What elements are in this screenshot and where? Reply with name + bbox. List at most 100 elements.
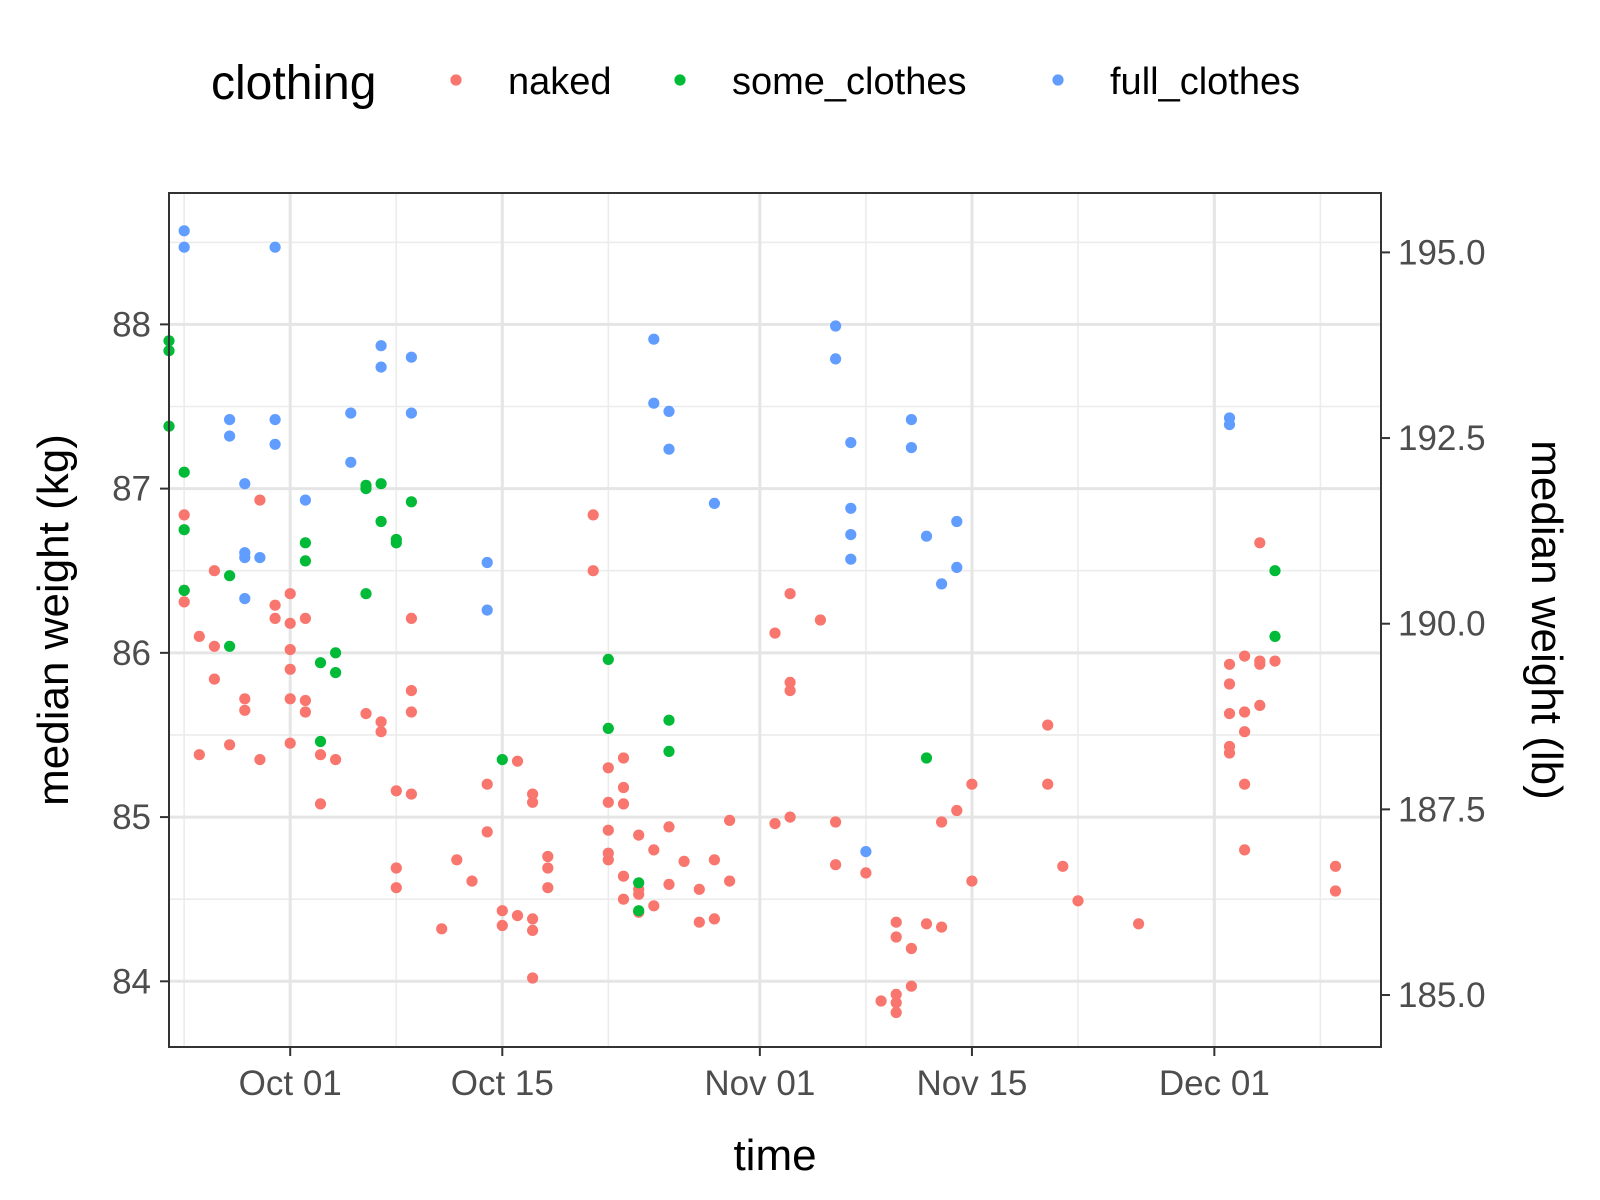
point-naked	[511, 910, 524, 922]
y-axis-left: 84 85 86 87 88	[112, 305, 169, 1001]
point-naked	[936, 921, 948, 933]
point-naked	[542, 850, 554, 863]
legend-item-full-clothes: full_clothes	[1052, 61, 1300, 103]
point-naked	[890, 1006, 902, 1019]
point-naked	[830, 859, 842, 871]
point-naked	[1133, 918, 1145, 930]
point-naked	[1223, 678, 1236, 690]
point-naked	[1239, 778, 1251, 790]
point-naked	[890, 931, 902, 943]
point-some-clothes	[920, 752, 933, 764]
point-naked	[708, 913, 721, 925]
point-full-clothes	[481, 604, 493, 616]
data-points	[163, 225, 1342, 1019]
point-full-clothes	[405, 407, 417, 419]
y-tick-label: 88	[112, 305, 151, 344]
point-full-clothes	[845, 437, 857, 449]
point-full-clothes	[178, 225, 190, 237]
point-some-clothes	[330, 667, 342, 679]
point-naked	[1254, 537, 1266, 549]
point-some-clothes	[224, 640, 236, 652]
point-naked	[1239, 844, 1251, 856]
point-naked	[527, 788, 539, 800]
point-naked	[1254, 699, 1266, 712]
point-naked	[633, 888, 645, 900]
point-naked	[784, 811, 796, 823]
point-naked	[602, 796, 614, 808]
point-full-clothes	[254, 552, 266, 564]
point-full-clothes	[845, 502, 857, 514]
point-some-clothes	[375, 515, 387, 528]
point-naked	[936, 816, 948, 828]
point-naked	[299, 706, 311, 718]
legend-item-some-clothes: some_clothes	[674, 61, 966, 103]
point-full-clothes	[481, 556, 493, 569]
x-tick-label: Dec 01	[1159, 1064, 1270, 1103]
point-full-clothes	[648, 333, 660, 345]
y2-tick-label: 187.5	[1398, 790, 1486, 829]
point-naked	[284, 617, 296, 629]
point-naked	[193, 749, 205, 761]
legend-key-some-clothes	[674, 74, 686, 86]
y2-axis-title: median weight (lb)	[1522, 440, 1571, 800]
point-full-clothes	[648, 397, 660, 409]
point-naked	[784, 685, 796, 697]
point-naked	[1223, 658, 1236, 670]
point-naked	[769, 818, 781, 830]
point-naked	[602, 762, 614, 774]
point-naked	[375, 726, 387, 738]
y2-tick-label: 185.0	[1398, 976, 1486, 1015]
point-some-clothes	[299, 537, 311, 549]
y2-tick-label: 195.0	[1398, 233, 1486, 272]
point-naked	[284, 737, 296, 749]
point-naked	[314, 749, 327, 761]
point-naked	[617, 798, 630, 810]
point-naked	[648, 900, 660, 912]
point-naked	[693, 916, 705, 928]
legend-title: clothing	[211, 57, 376, 110]
point-naked	[542, 862, 554, 874]
point-naked	[966, 778, 978, 790]
point-some-clothes	[390, 537, 402, 549]
point-full-clothes	[239, 593, 251, 605]
point-some-clothes	[314, 735, 327, 748]
point-naked	[920, 918, 933, 930]
point-naked	[527, 972, 539, 984]
point-naked	[208, 640, 220, 652]
y-tick-label: 85	[112, 798, 151, 837]
point-naked	[405, 685, 417, 697]
point-full-clothes	[905, 442, 918, 454]
point-some-clothes	[1269, 565, 1281, 577]
point-naked	[951, 804, 963, 817]
point-some-clothes	[1269, 630, 1281, 643]
point-naked	[602, 824, 614, 836]
plot-panel-border	[168, 192, 1382, 1048]
point-some-clothes	[178, 584, 190, 597]
point-naked	[375, 716, 387, 728]
point-naked	[224, 739, 236, 751]
point-naked	[239, 693, 251, 705]
point-naked	[466, 875, 478, 887]
point-naked	[890, 997, 902, 1009]
point-naked	[860, 867, 872, 879]
point-naked	[405, 706, 417, 718]
point-naked	[617, 752, 630, 764]
point-naked	[966, 875, 978, 887]
point-naked	[587, 565, 599, 577]
legend-label: some_clothes	[732, 61, 966, 103]
point-naked	[875, 995, 887, 1007]
point-full-clothes	[951, 561, 963, 574]
point-naked	[633, 829, 645, 841]
point-full-clothes	[663, 405, 675, 417]
point-full-clothes	[345, 407, 357, 419]
point-some-clothes	[224, 570, 236, 582]
point-full-clothes	[269, 414, 281, 426]
x-tick-label: Nov 01	[704, 1064, 815, 1103]
point-naked	[284, 693, 296, 705]
point-naked	[678, 855, 690, 868]
point-full-clothes	[224, 430, 236, 442]
point-naked	[1223, 747, 1236, 759]
point-naked	[905, 980, 918, 992]
point-naked	[602, 854, 614, 866]
